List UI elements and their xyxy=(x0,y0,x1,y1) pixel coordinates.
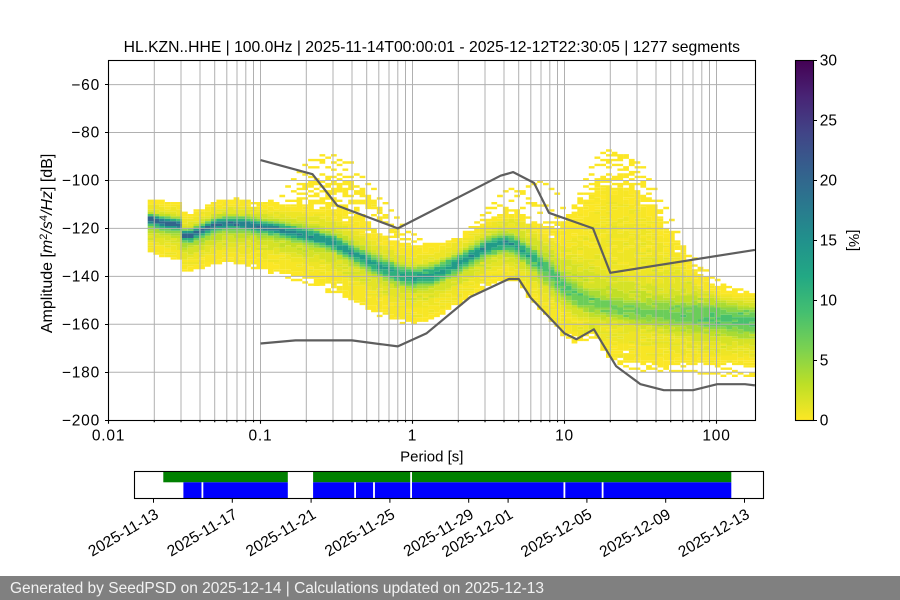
svg-text:10: 10 xyxy=(820,293,838,310)
svg-text:−100: −100 xyxy=(62,173,100,190)
svg-text:[%]: [%] xyxy=(845,230,862,252)
svg-text:0: 0 xyxy=(820,413,829,430)
svg-text:100: 100 xyxy=(702,428,730,445)
svg-text:−120: −120 xyxy=(62,221,100,238)
svg-text:−160: −160 xyxy=(62,317,100,334)
svg-text:0.01: 0.01 xyxy=(92,428,125,445)
svg-text:HL.KZN..HHE | 100.0Hz | 2025-1: HL.KZN..HHE | 100.0Hz | 2025-11-14T00:00… xyxy=(124,39,740,56)
svg-text:25: 25 xyxy=(820,113,837,130)
svg-text:−60: −60 xyxy=(71,77,100,94)
svg-text:−200: −200 xyxy=(62,412,100,429)
svg-text:20: 20 xyxy=(820,173,838,190)
svg-text:10: 10 xyxy=(555,428,574,445)
svg-text:0.1: 0.1 xyxy=(249,428,273,445)
svg-text:Generated by SeedPSD on 2025-1: Generated by SeedPSD on 2025-12-14 | Cal… xyxy=(10,580,544,597)
svg-text:30: 30 xyxy=(820,53,838,70)
svg-text:−80: −80 xyxy=(71,125,100,142)
svg-text:Amplitude [m2/s4/Hz] [dB]: Amplitude [m2/s4/Hz] [dB] xyxy=(38,154,56,333)
svg-text:−140: −140 xyxy=(62,269,100,286)
svg-text:15: 15 xyxy=(820,233,837,250)
svg-text:1: 1 xyxy=(408,428,417,445)
svg-text:−180: −180 xyxy=(62,364,100,381)
svg-text:5: 5 xyxy=(820,353,829,370)
svg-text:Period [s]: Period [s] xyxy=(400,449,463,466)
